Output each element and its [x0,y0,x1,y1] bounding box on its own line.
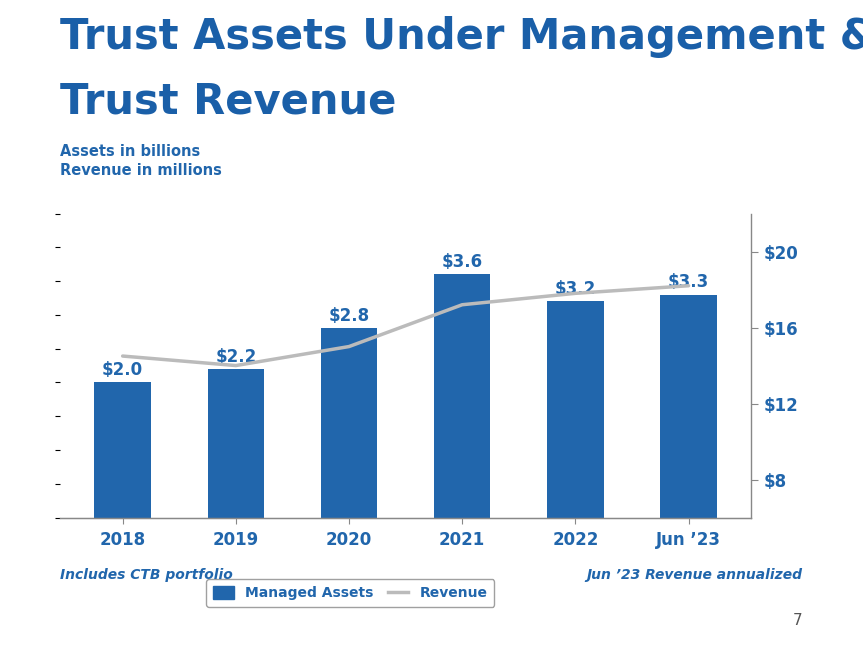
Text: Jun ’23 Revenue annualized: Jun ’23 Revenue annualized [587,568,803,582]
Text: Assets in billions: Assets in billions [60,144,201,159]
Bar [94,382,151,518]
Bar [434,274,490,518]
Text: $2.0: $2.0 [102,361,143,379]
Text: 7: 7 [793,613,803,628]
Legend: Managed Assets, Revenue: Managed Assets, Revenue [206,579,494,607]
Text: $3.6: $3.6 [442,253,482,271]
Text: Revenue in millions: Revenue in millions [60,163,223,178]
Bar [660,294,717,518]
Text: $3.3: $3.3 [668,273,709,291]
Bar [207,369,264,518]
Text: Trust Assets Under Management &: Trust Assets Under Management & [60,16,863,58]
Bar [321,329,377,518]
Text: $3.2: $3.2 [555,280,596,298]
Text: Includes CTB portfolio: Includes CTB portfolio [60,568,233,582]
Text: $2.2: $2.2 [215,347,256,366]
Text: $2.8: $2.8 [329,307,369,325]
Bar [547,302,604,518]
Text: Trust Revenue: Trust Revenue [60,81,397,123]
